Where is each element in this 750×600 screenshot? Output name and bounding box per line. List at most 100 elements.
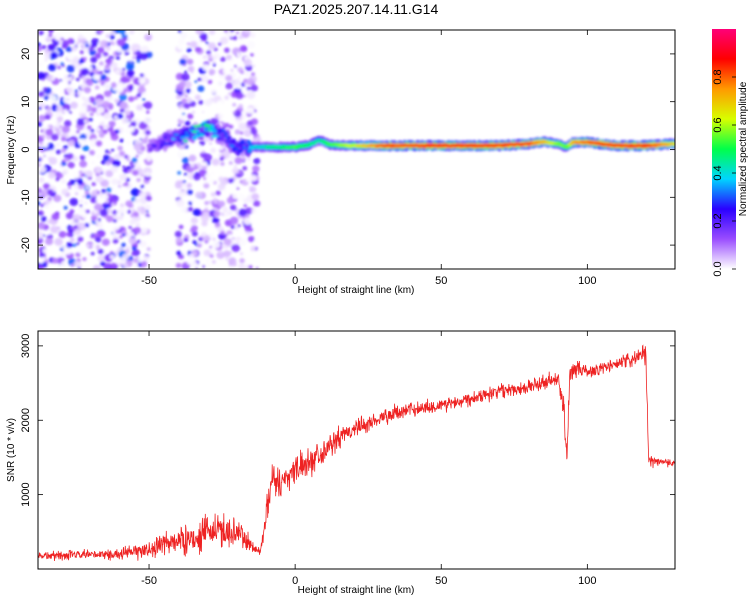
spectrogram-blob xyxy=(253,157,261,165)
spectrogram-blob xyxy=(253,238,260,244)
spectrogram-blob xyxy=(54,120,60,126)
spectrogram-blob xyxy=(190,225,198,232)
spectrogram-blob xyxy=(187,201,193,206)
spectrogram-blob xyxy=(115,129,120,134)
spectrogram-blob xyxy=(119,173,128,181)
spectrogram-ridge-cell xyxy=(226,135,232,139)
spectrogram-blob xyxy=(180,66,184,70)
spectrogram-blob xyxy=(211,158,220,166)
spectrogram-blob xyxy=(42,87,47,92)
spectrogram-blob xyxy=(204,99,212,107)
spectrogram-blob xyxy=(187,261,191,265)
spectrogram-blob xyxy=(243,236,247,240)
spectrogram-blob xyxy=(51,213,60,221)
spectrogram-blob xyxy=(96,154,102,159)
spectrogram-blob xyxy=(77,90,84,96)
spectrogram-blob xyxy=(128,56,134,62)
spectrogram-blob xyxy=(174,181,183,189)
spectrogram-blob xyxy=(109,34,115,40)
spectrogram-blob xyxy=(124,154,129,159)
spectrogram-blob xyxy=(75,129,80,134)
spectrogram-ridge-cell xyxy=(234,147,240,151)
spectrogram-blob xyxy=(97,248,104,255)
spectrogram-blob xyxy=(50,51,58,59)
spectrogram-blob xyxy=(90,190,98,197)
spectrogram-blob xyxy=(66,86,74,93)
spectrogram-blob xyxy=(139,52,148,60)
spectrogram-blob xyxy=(219,213,223,217)
spectrogram-blob xyxy=(96,66,101,71)
spectrogram-blob xyxy=(180,149,186,156)
spectrogram-blob xyxy=(54,238,63,246)
snr-y-tick-label: 3000 xyxy=(20,334,32,358)
spectrogram-blob xyxy=(121,68,126,72)
spectrogram-blob xyxy=(142,187,149,193)
spectrogram-blob xyxy=(79,160,88,168)
spectrogram-blob xyxy=(64,112,69,116)
spectrogram-blob xyxy=(143,101,153,110)
spectrogram-blob xyxy=(235,31,240,35)
spectrogram-blob xyxy=(186,58,194,65)
spectrogram-blob xyxy=(38,121,43,127)
spectrogram-blob xyxy=(196,162,201,167)
spectrogram-blob xyxy=(62,167,69,174)
spectrogram-blob xyxy=(182,63,186,67)
spectrogram-blob xyxy=(112,218,117,223)
spectrogram-blob xyxy=(110,30,116,36)
spectrogram-blob xyxy=(203,249,211,257)
spectrogram-blob xyxy=(85,186,90,190)
spectrogram-blob xyxy=(136,118,141,123)
spectrogram-blob xyxy=(117,30,126,35)
spectrogram-blob xyxy=(43,95,49,101)
spectrogram-x-tick-label: 0 xyxy=(292,275,298,287)
spectrogram-blob xyxy=(130,188,140,197)
spectrogram-blob xyxy=(121,155,125,159)
spectrogram-blob xyxy=(104,64,110,69)
spectrogram-blob xyxy=(253,60,259,65)
snr-x-tick-label: -50 xyxy=(141,575,157,587)
spectrogram-blob xyxy=(200,231,207,238)
spectrogram-ridge-cell xyxy=(177,139,183,143)
spectrogram-y-tick-label: -20 xyxy=(20,237,32,253)
spectrogram-blob xyxy=(188,253,194,259)
spectrogram-blob xyxy=(228,262,233,266)
spectrogram-blob xyxy=(57,65,62,70)
spectrogram-blob xyxy=(195,30,204,35)
spectrogram-blob xyxy=(128,126,135,133)
spectrogram-blob xyxy=(81,67,90,76)
spectrogram-blob xyxy=(251,208,259,215)
spectrogram-blob xyxy=(247,120,254,126)
spectrogram-blob xyxy=(117,179,122,183)
figure-title: PAZ1.2025.207.14.11.G14 xyxy=(274,1,439,17)
spectrogram-blob xyxy=(234,226,239,230)
spectrogram-blob xyxy=(74,228,81,236)
spectrogram-ridge-cell xyxy=(190,126,196,130)
spectrogram-blob xyxy=(184,70,188,74)
spectrogram-blob xyxy=(222,188,227,193)
spectrogram-blob xyxy=(38,231,44,239)
spectrogram-blob xyxy=(86,235,91,239)
spectrogram-blob xyxy=(136,92,142,98)
spectrogram-blob xyxy=(229,216,239,225)
spectrogram-blob xyxy=(48,33,53,38)
spectrogram-blob xyxy=(177,90,184,96)
spectrogram-blob xyxy=(83,127,87,131)
spectrogram-blob xyxy=(246,91,256,99)
spectrogram-blob xyxy=(38,166,47,174)
spectrogram-blob xyxy=(67,181,72,187)
spectrogram-blob xyxy=(101,100,110,108)
spectrogram-blob xyxy=(98,61,104,66)
snr-x-tick-label: 50 xyxy=(435,575,447,587)
spectrogram-blob xyxy=(242,157,246,161)
spectrogram-blob xyxy=(38,146,41,150)
spectrogram-blob xyxy=(174,230,183,238)
spectrogram-blob xyxy=(129,219,136,225)
spectrogram-blob xyxy=(99,70,103,75)
spectrogram-blob xyxy=(213,200,219,205)
spectrogram-blob xyxy=(99,40,109,48)
spectrogram-blob xyxy=(116,38,126,47)
spectrogram-blob xyxy=(201,264,206,268)
spectrogram-ridge-cell xyxy=(191,130,197,134)
spectrogram-blob xyxy=(98,114,103,118)
spectrogram-ridge-cell xyxy=(238,149,244,153)
